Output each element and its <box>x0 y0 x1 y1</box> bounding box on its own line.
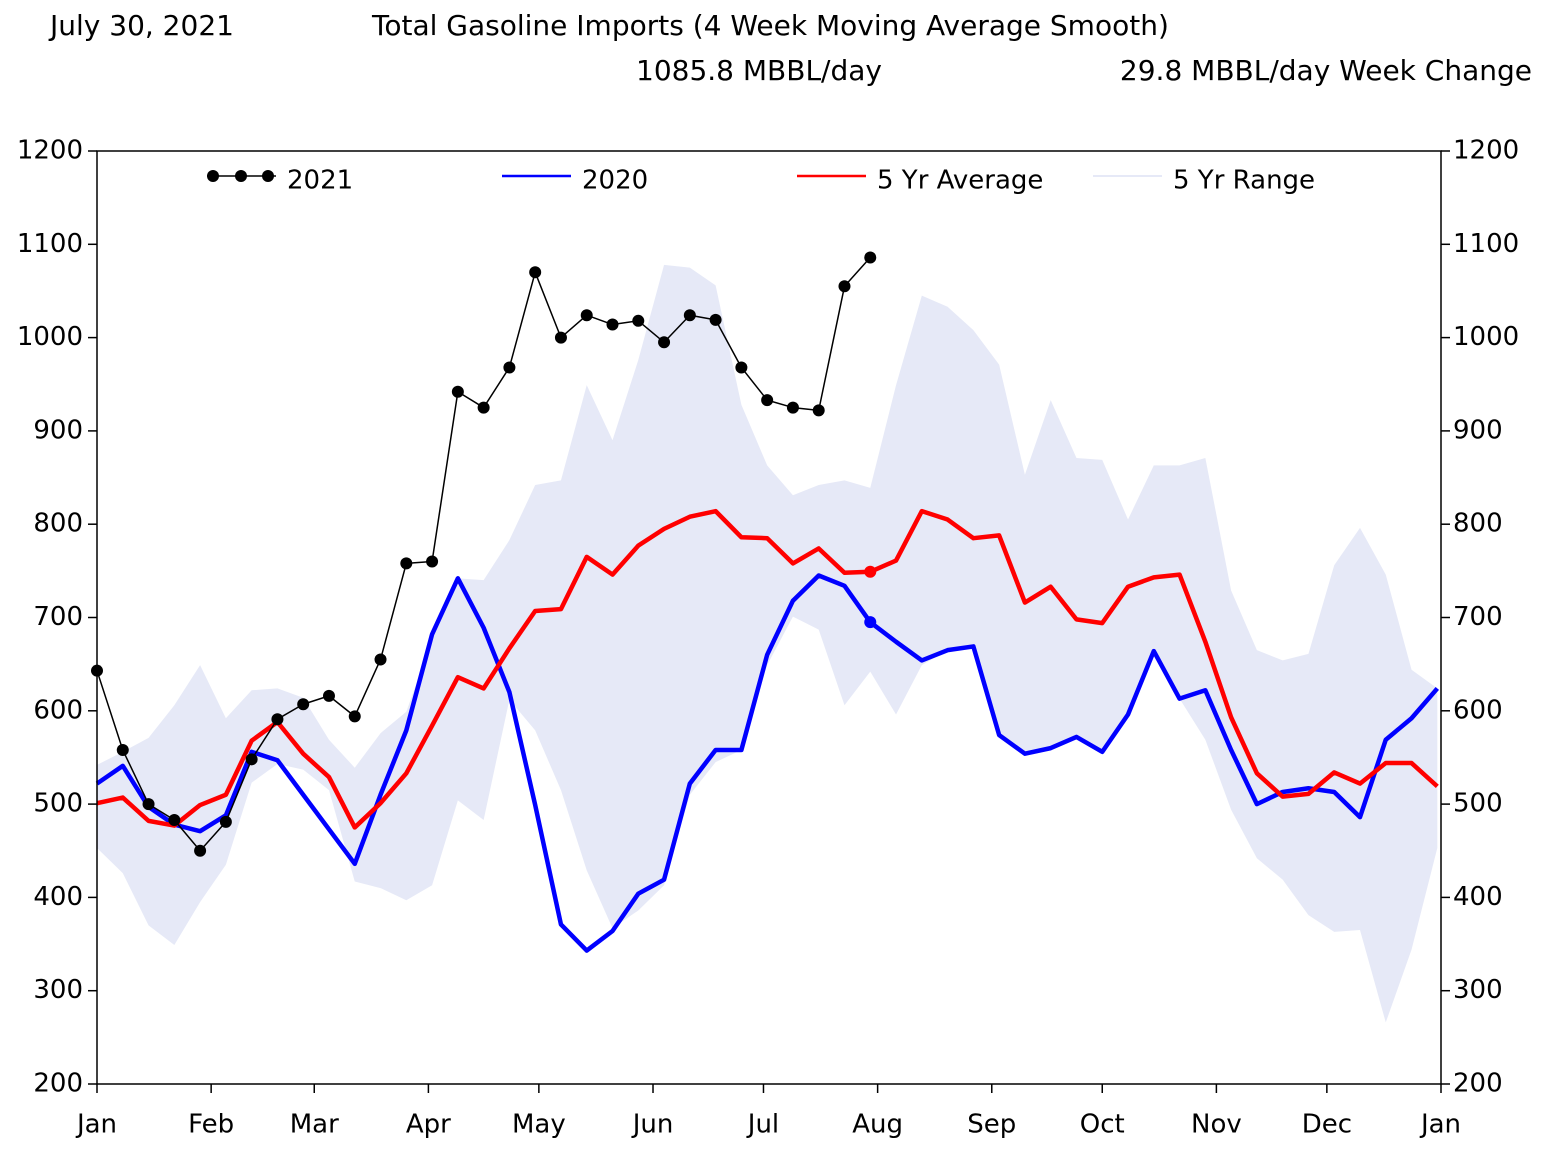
y-tick-label: 600 <box>33 695 83 725</box>
point <box>116 743 129 756</box>
x-tick-label: Apr <box>406 1110 451 1140</box>
x-tick-label: Jul <box>746 1110 779 1140</box>
point <box>864 251 877 264</box>
y-tick-label: 200 <box>33 1069 83 1099</box>
point <box>400 557 413 570</box>
legend-marker <box>262 170 274 182</box>
y2-tick-label: 400 <box>1453 882 1503 912</box>
y-tick-label: 1200 <box>17 136 83 166</box>
point <box>503 361 516 374</box>
point <box>554 331 567 344</box>
point <box>194 844 207 857</box>
point <box>683 309 696 322</box>
x-tick-label: Aug <box>852 1110 903 1140</box>
y2-tick-label: 1100 <box>1453 229 1519 259</box>
point <box>580 309 593 322</box>
x-tick-label: Dec <box>1302 1110 1352 1140</box>
y2-tick-label: 1000 <box>1453 322 1519 352</box>
y-tick-label: 700 <box>33 602 83 632</box>
legend-label: 5 Yr Average <box>877 166 1043 196</box>
y2-tick-label: 800 <box>1453 509 1503 539</box>
point <box>374 653 387 666</box>
point <box>168 813 181 826</box>
x-tick-label: Mar <box>290 1110 339 1140</box>
point <box>142 798 155 811</box>
y-tick-label: 900 <box>33 415 83 445</box>
point <box>709 313 722 326</box>
current-value: 1085.8 MBBL/day <box>636 54 882 87</box>
x-tick-label: Jan <box>75 1110 117 1140</box>
point <box>529 266 542 279</box>
y-tick-label: 500 <box>33 789 83 819</box>
y2-tick-label: 600 <box>1453 695 1503 725</box>
y2-tick-label: 900 <box>1453 415 1503 445</box>
legend-label: 2021 <box>287 166 353 196</box>
point <box>245 753 258 766</box>
point <box>426 555 439 568</box>
point <box>735 361 748 374</box>
point <box>297 698 310 711</box>
point <box>451 385 464 398</box>
point <box>838 280 851 293</box>
current-point <box>864 565 877 578</box>
x-tick-label: Feb <box>188 1110 234 1140</box>
point <box>219 815 232 828</box>
y2-tick-label: 500 <box>1453 789 1503 819</box>
point <box>271 713 284 726</box>
x-tick-label: Jan <box>1419 1110 1461 1140</box>
y2-tick-label: 700 <box>1453 602 1503 632</box>
x-tick-label: Jun <box>631 1110 674 1140</box>
y2-tick-label: 1200 <box>1453 136 1519 166</box>
legend-marker <box>235 170 247 182</box>
y-tick-label: 300 <box>33 975 83 1005</box>
y-tick-label: 800 <box>33 509 83 539</box>
x-tick-label: Oct <box>1080 1110 1125 1140</box>
y2-tick-label: 300 <box>1453 975 1503 1005</box>
y2-tick-label: 200 <box>1453 1069 1503 1099</box>
x-tick-label: May <box>512 1110 566 1140</box>
point <box>812 404 825 417</box>
current-point <box>864 616 877 629</box>
y-tick-label: 1000 <box>17 322 83 352</box>
point <box>658 336 671 349</box>
point <box>606 318 619 331</box>
legend-label: 2020 <box>582 166 648 196</box>
point <box>761 394 774 407</box>
range-band <box>97 264 1438 1023</box>
date: July 30, 2021 <box>48 9 234 42</box>
chart-title: Total Gasoline Imports (4 Week Moving Av… <box>371 9 1169 42</box>
week-change: 29.8 MBBL/day Week Change <box>1120 54 1532 87</box>
x-tick-label: Nov <box>1191 1110 1242 1140</box>
series-line <box>96 508 1439 830</box>
series-line <box>95 573 1440 953</box>
point <box>632 314 645 327</box>
legend-label: 5 Yr Range <box>1173 166 1315 196</box>
point <box>322 689 335 702</box>
y-tick-label: 1100 <box>17 229 83 259</box>
point <box>477 401 490 414</box>
x-tick-label: Sep <box>967 1110 1016 1140</box>
point <box>348 710 361 723</box>
y-tick-label: 400 <box>33 882 83 912</box>
point <box>786 401 799 414</box>
legend-marker <box>207 170 219 182</box>
